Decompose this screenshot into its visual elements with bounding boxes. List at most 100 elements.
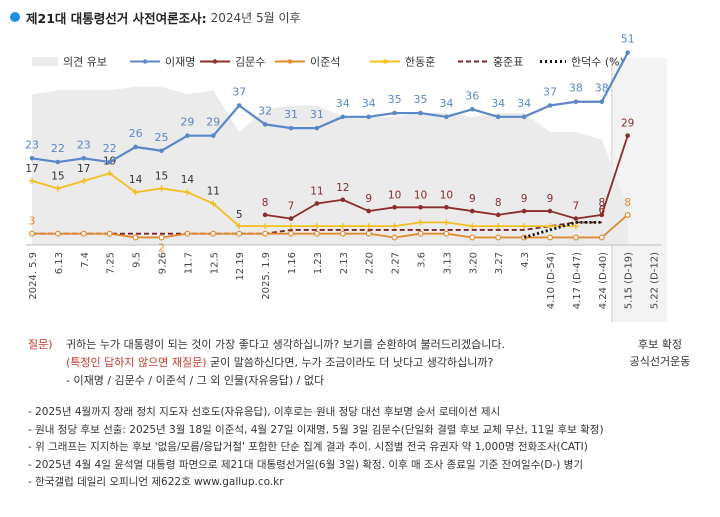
x-tick-label: 3.13 bbox=[442, 252, 453, 274]
data-label-han_dh: 17 bbox=[77, 163, 90, 175]
x-tick-label: 2.27 bbox=[391, 252, 402, 274]
data-label-kim_ms: 8 bbox=[598, 197, 605, 209]
data-point-han_dh bbox=[236, 223, 243, 230]
data-point-lee_jm bbox=[392, 110, 397, 116]
x-tick-label: 2024. 5.9 bbox=[28, 252, 39, 300]
data-label-lee_jm: 35 bbox=[388, 93, 402, 106]
data-label-lee_jm: 35 bbox=[414, 93, 428, 106]
data-point-lee_js bbox=[624, 211, 631, 218]
data-point-lee_jm bbox=[185, 133, 190, 138]
data-label-lee_jm: 22 bbox=[103, 142, 117, 155]
final-period-note: 후보 확정 공식선거운동 bbox=[610, 336, 710, 370]
data-label-kim_ms: 9 bbox=[365, 193, 372, 205]
data-point-lee_jm bbox=[625, 50, 630, 56]
data-point-kim_ms bbox=[573, 216, 579, 221]
data-point-han_dh bbox=[132, 189, 139, 196]
data-point-kim_ms bbox=[470, 208, 475, 214]
footnote: - 위 그래프는 지지하는 후보 '없음/모름/응답거절' 포함한 단순 집계 … bbox=[28, 441, 588, 453]
legend-marker-han_dh bbox=[382, 59, 388, 64]
data-point-lee_jm bbox=[288, 125, 294, 131]
x-tick-label: 1.23 bbox=[313, 252, 324, 274]
footnotes: - 2025년 4월까지 장래 정치 지도자 선호도(자유응답), 이후로는 원… bbox=[28, 404, 604, 492]
data-label-lee_jm: 32 bbox=[258, 104, 272, 117]
data-label-lee_jm: 23 bbox=[77, 138, 91, 151]
data-label-kim_ms: 10 bbox=[440, 189, 453, 201]
x-tick-label: 4.17 (D-47) bbox=[572, 252, 583, 309]
data-label-kim_ms: 7 bbox=[288, 201, 295, 213]
data-point-lee_jm bbox=[418, 110, 423, 116]
data-point-lee_js bbox=[469, 234, 476, 241]
data-point-kim_ms bbox=[366, 208, 372, 214]
data-point-lee_js bbox=[313, 230, 320, 237]
data-label-han_dh: 5 bbox=[236, 209, 243, 221]
data-label-han_dh: 14 bbox=[129, 174, 143, 186]
data-point-han_dh bbox=[288, 223, 294, 230]
data-point-lee_js bbox=[288, 230, 295, 237]
data-point-han_dh bbox=[572, 223, 579, 230]
data-point-lee_js bbox=[210, 230, 217, 237]
x-tick-label: 3.6 bbox=[417, 252, 428, 268]
series-line-hong_jp bbox=[32, 221, 602, 235]
question-line-2-rest: 굳이 말씀하신다면, 누가 조금이라도 더 낫다고 생각하십니까? bbox=[206, 356, 494, 369]
data-point-lee_js bbox=[80, 230, 87, 237]
data-label-kim_ms: 8 bbox=[262, 197, 269, 209]
data-point-lee_jm bbox=[470, 106, 475, 112]
legend-swatch-area bbox=[32, 57, 58, 66]
data-point-lee_jm bbox=[159, 148, 164, 154]
data-point-han_dh bbox=[547, 223, 553, 230]
data-point-kim_ms bbox=[599, 212, 605, 218]
data-point-lee_jm bbox=[133, 144, 138, 150]
data-point-lee_jm bbox=[236, 103, 242, 108]
data-point-han_dh bbox=[521, 223, 528, 230]
data-point-kim_ms bbox=[314, 201, 320, 206]
legend-label: 의견 유보 bbox=[63, 56, 107, 69]
data-label-kim_ms: 10 bbox=[388, 189, 401, 201]
data-label-lee_jm: 25 bbox=[155, 131, 169, 144]
x-tick-label: 5.15 (D-19) bbox=[624, 252, 635, 309]
data-point-lee_js bbox=[29, 230, 36, 237]
data-point-lee_jm bbox=[211, 133, 216, 138]
data-point-lee_jm bbox=[366, 114, 372, 120]
data-point-lee_jm bbox=[262, 122, 268, 127]
data-label-lee_jm: 31 bbox=[310, 108, 324, 121]
data-label-han_dh: 14 bbox=[181, 174, 195, 186]
data-point-kim_ms bbox=[418, 205, 423, 210]
data-point-han_dh bbox=[495, 223, 502, 230]
data-label-lee_jm: 51 bbox=[621, 33, 635, 46]
data-point-lee_js bbox=[417, 230, 424, 237]
footnote: - 원내 정당 후보 선출: 2025년 3월 18일 이준석, 4월 27일 … bbox=[28, 423, 604, 436]
data-label-lee_jm: 34 bbox=[336, 97, 350, 110]
data-point-han_dh bbox=[54, 185, 61, 192]
data-point-lee_js bbox=[262, 230, 269, 237]
x-tick-label: 3.27 bbox=[494, 252, 505, 274]
x-tick-label: 12.5 bbox=[209, 252, 220, 274]
data-label-kim_ms: 12 bbox=[336, 182, 349, 194]
x-tick-label: 9.26 bbox=[158, 252, 169, 274]
data-label-lee_jm: 38 bbox=[595, 82, 609, 95]
data-label-lee_jm: 34 bbox=[439, 97, 453, 110]
x-tick-label: 11.7 bbox=[183, 252, 194, 274]
data-point-lee_js bbox=[365, 230, 372, 237]
data-label-han_dh: 17 bbox=[25, 163, 38, 175]
data-point-kim_ms bbox=[547, 208, 553, 214]
area-opinion-reserved bbox=[32, 86, 628, 245]
data-point-lee_jm bbox=[340, 114, 346, 120]
x-tick-label: 3.20 bbox=[468, 252, 479, 274]
question-line-1: 귀하는 누가 대통령이 되는 것이 가장 좋다고 생각하십니까? 보기를 순환하… bbox=[66, 338, 505, 351]
data-point-lee_js bbox=[106, 230, 113, 237]
legend-label: 한동훈 bbox=[405, 56, 435, 69]
data-point-lee_jm bbox=[521, 114, 527, 120]
x-tick-label: 6.13 bbox=[54, 252, 65, 274]
x-tick-label: 2.20 bbox=[365, 252, 376, 274]
data-point-lee_jm bbox=[547, 103, 553, 108]
data-label-hong_jp: 6 bbox=[598, 204, 605, 216]
data-point-lee_jm bbox=[444, 114, 449, 120]
data-point-kim_ms bbox=[521, 208, 527, 214]
data-point-kim_ms bbox=[495, 212, 501, 218]
data-label-lee_jm: 36 bbox=[465, 89, 479, 102]
data-label-lee_jm: 37 bbox=[543, 86, 557, 99]
data-point-kim_ms bbox=[262, 212, 268, 218]
data-point-lee_jm bbox=[573, 99, 579, 105]
data-point-kim_ms bbox=[444, 205, 449, 210]
question-line-3: - 이재명 / 김문수 / 이준석 / 그 외 인물(자유응답) / 없다 bbox=[66, 374, 325, 387]
